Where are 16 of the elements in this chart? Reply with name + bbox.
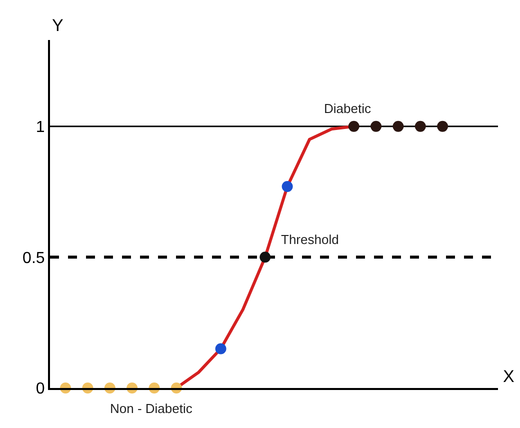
annotation: Diabetic: [324, 101, 372, 116]
point: [348, 120, 360, 132]
y-axis-title: Y: [52, 16, 64, 35]
annotation: Non - Diabetic: [110, 401, 193, 416]
y-tick-label: 0.5: [22, 250, 45, 267]
point: [414, 120, 426, 132]
point: [215, 343, 226, 354]
point: [260, 252, 271, 263]
y-tick-label: 1: [36, 118, 45, 136]
point: [282, 181, 293, 192]
y-tick-label: 0: [36, 380, 45, 398]
point: [437, 120, 448, 132]
point: [392, 120, 404, 132]
x-axis-title: X: [503, 367, 514, 386]
point: [370, 120, 382, 132]
annotation: Threshold: [281, 232, 339, 247]
